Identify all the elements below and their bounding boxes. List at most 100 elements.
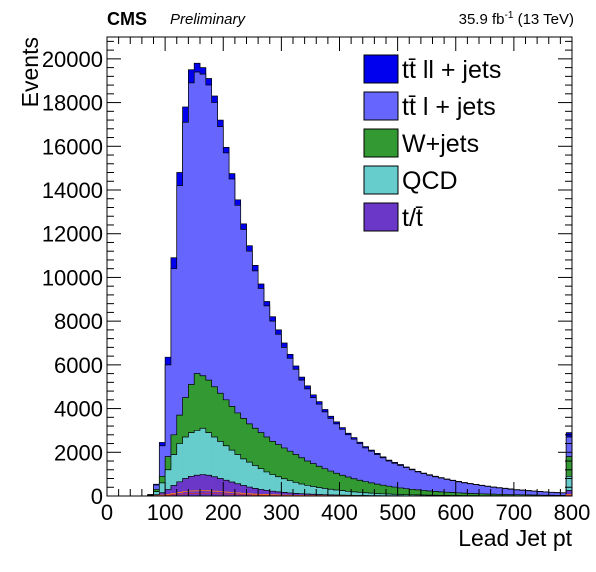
- x-tick-label: 800: [554, 500, 591, 525]
- bar: [455, 492, 462, 496]
- bar: [339, 475, 346, 496]
- bar: [560, 492, 567, 496]
- bar: [223, 445, 230, 496]
- bar: [397, 487, 404, 496]
- y-tick-label: 4000: [54, 397, 103, 422]
- bar: [281, 492, 288, 496]
- bar: [194, 430, 201, 496]
- bar: [258, 288, 265, 496]
- bar: [496, 487, 503, 496]
- bar: [217, 441, 224, 496]
- bar: [310, 494, 317, 496]
- bar: [211, 102, 218, 497]
- bar: [194, 475, 201, 496]
- series-outline: [107, 373, 572, 497]
- series-3: [107, 71, 573, 497]
- bar: [211, 476, 218, 496]
- bar: [438, 491, 445, 496]
- bar: [391, 463, 398, 496]
- bar: [490, 487, 497, 496]
- energy-value: (13 TeV): [517, 11, 574, 28]
- bar: [508, 494, 515, 496]
- bar: [374, 454, 381, 496]
- bar: [176, 443, 183, 496]
- bar: [304, 493, 311, 496]
- bar: [316, 487, 323, 496]
- bar: [258, 489, 265, 496]
- preliminary-label: Preliminary: [170, 11, 246, 28]
- bar: [420, 473, 427, 496]
- bar: [449, 492, 457, 496]
- bar: [223, 152, 230, 497]
- bar: [368, 493, 375, 496]
- bar: [293, 454, 300, 496]
- bar: [333, 473, 340, 496]
- bar: [339, 490, 346, 496]
- bar: [432, 491, 439, 496]
- bar: [275, 334, 282, 496]
- bar: [333, 423, 340, 496]
- bar: [205, 85, 212, 496]
- legend-swatch: [363, 91, 399, 121]
- x-tick-label: 600: [437, 500, 474, 525]
- y-tick-label: 0: [91, 484, 103, 509]
- bar: [368, 451, 375, 496]
- bar: [240, 458, 247, 496]
- bar: [240, 418, 247, 496]
- legend-label: tt̄ ll + jets: [402, 56, 501, 84]
- bar: [345, 476, 352, 496]
- bar: [287, 492, 294, 496]
- bar: [362, 492, 369, 496]
- bar: [386, 486, 393, 496]
- bar: [519, 490, 526, 496]
- bar: [490, 494, 497, 496]
- legend-swatch: [363, 165, 399, 195]
- bar: [415, 494, 422, 496]
- bar: [287, 451, 294, 496]
- bar: [345, 491, 352, 496]
- bar: [258, 432, 265, 496]
- bar: [304, 485, 311, 496]
- bar: [380, 485, 387, 496]
- bar: [176, 185, 183, 496]
- bar: [566, 490, 573, 496]
- bar: [542, 492, 550, 496]
- bar: [304, 388, 311, 496]
- axes: 0 100 200 300 400 500 600 700 800020004000600080…: [17, 36, 591, 551]
- bar: [351, 439, 358, 496]
- bar: [188, 432, 195, 496]
- bar: [496, 494, 503, 496]
- bar: [455, 481, 462, 496]
- bar: [252, 465, 259, 496]
- bar: [554, 492, 561, 496]
- bar: [165, 364, 172, 496]
- bar: [327, 489, 334, 496]
- bar: [205, 432, 212, 496]
- bar: [281, 347, 288, 496]
- bar: [200, 474, 207, 496]
- bar: [484, 493, 491, 496]
- bar: [356, 492, 364, 496]
- legend-swatch: [363, 128, 399, 158]
- x-tick-label: 300: [263, 500, 300, 525]
- bar: [246, 251, 253, 496]
- bar: [513, 489, 520, 496]
- bar: [217, 478, 224, 496]
- bar: [391, 487, 398, 496]
- bar: [293, 369, 300, 496]
- bar: [409, 494, 416, 496]
- bar: [420, 490, 427, 496]
- bar: [165, 489, 172, 496]
- y-tick-label: 16000: [42, 134, 103, 159]
- bar: [374, 493, 381, 496]
- bar: [316, 466, 323, 496]
- y-tick-label: 2000: [54, 440, 103, 465]
- bar: [351, 491, 358, 496]
- bar: [263, 490, 271, 496]
- bar: [287, 480, 294, 496]
- x-tick-label: 700: [496, 500, 533, 525]
- bar: [211, 436, 218, 496]
- series-outline: [107, 71, 572, 497]
- bar: [182, 436, 189, 496]
- bar: [293, 482, 300, 496]
